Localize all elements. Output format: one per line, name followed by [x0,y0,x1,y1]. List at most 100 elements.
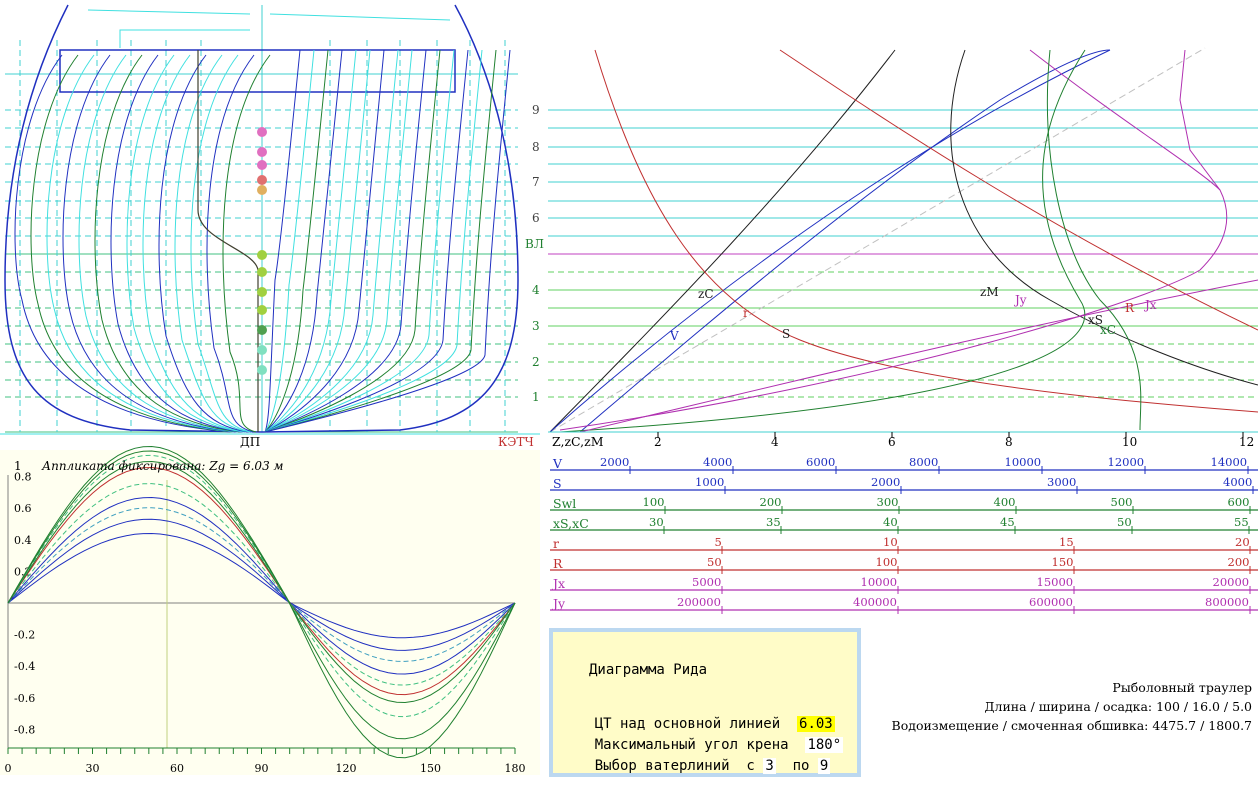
waterline-to-input[interactable]: 9 [817,758,831,774]
hull-section-left [94,54,241,433]
curve-label-r: r [743,306,749,320]
scale-tick-label: 35 [766,515,781,529]
scale-tick-label: 4000 [703,455,732,469]
wl-label: ВЛ [525,237,544,251]
hull-section-right [264,49,357,433]
scale-tick-label: 10000 [1005,455,1042,469]
scale-tick-label: 6000 [806,455,835,469]
x-tick-label: 4 [771,435,779,449]
x-tick-label: 12 [1239,435,1254,449]
scale-tick-label: 400000 [853,595,897,609]
curve-jy-magenta [579,279,1258,433]
hull-section-right [264,49,427,433]
x-tick-label: 2 [654,435,662,449]
hull-centroid-dot [257,147,267,157]
vessel-dimensions: Длина / ширина / осадка: 100 / 16.0 / 5.… [984,699,1252,714]
scale-tick-label: 200 [1228,555,1250,569]
reed-curve [7,460,516,704]
max-heel-input[interactable]: 180° [805,737,844,753]
curve-label-s: S [782,327,790,341]
reed-x-tick-label: 0 [5,762,12,775]
curve-zm-black [950,49,1258,386]
reed-x-tick-label: 60 [170,762,184,775]
hull-section-right [264,49,469,433]
reed-curve [7,496,516,675]
hull-section-left [190,54,253,433]
hull-section-right [264,49,315,433]
panel-title: Диаграмма Рида [589,662,708,678]
reed-curve [7,532,516,639]
reed-diagram: 0.80.60.40.2-0.2-0.4-0.6-0.80 30 60 90 120 15… [5,445,526,775]
vessel-info: Рыболовный траулер Длина / ширина / осад… [892,678,1252,735]
reed-x-tick-label: 30 [86,762,100,775]
scale-tick-label: 14000 [1211,455,1248,469]
wl-number: 4 [532,283,540,297]
reed-curve [7,466,516,696]
reed-y-tick-label: 0.6 [14,502,32,515]
ketch-label: КЭТЧ [498,435,534,449]
curve-label-xc: xC [1100,323,1116,337]
hull-section-right [264,49,399,433]
reed-y-tick-label: 0.8 [14,471,32,484]
scale-tick-label: 55 [1234,515,1249,529]
x-tick-label: 6 [888,435,896,449]
hull-centroid-dot [257,175,267,185]
hull-centroid-dot [257,365,267,375]
scale-tick-label: 2000 [600,455,629,469]
reed-parameters-panel: Диаграмма Рида ЦТ над основной линией 6.… [549,628,861,777]
waterline-select-label: Выбор ватерлиний с [594,758,755,774]
hull-section-right [264,49,385,433]
scale-tick-label: 150 [1052,555,1074,569]
hull-section-left [110,54,243,433]
scale-tick-label: 5000 [692,575,721,589]
scale-tick-label: 10000 [861,575,898,589]
curve-label-v: V [669,329,679,343]
hull-section-left [222,54,271,433]
wl-number: 1 [532,390,540,404]
reed-x-tick-label: 150 [420,762,441,775]
scale-tick-label: 45 [1000,515,1015,529]
scale-tick-label: 15 [1059,535,1074,549]
scale-tick-label: 100 [643,495,665,509]
waterline-from-input[interactable]: 3 [763,758,776,774]
dp-label: ДП [240,435,260,449]
scale-tick-label: 5 [715,535,722,549]
x-axis-label: Z,zC,zM [552,434,604,449]
hull-section-left [126,54,245,433]
scale-tick-label: 300 [877,495,899,509]
hull-centroid-dot [257,160,267,170]
curve-bigr-red [779,49,1258,331]
hull-section-left [14,54,231,433]
scale-tick-label: 8000 [909,455,938,469]
reed-curve [7,450,516,740]
hull-section-left [142,54,247,433]
wl-number: 6 [532,211,540,225]
hull-superstructure [87,9,451,48]
scale-name-2: Swl [553,496,576,511]
reed-x-tick-label: 180 [505,762,526,775]
hull-centroid-dot [257,267,267,277]
wl-number: 2 [532,355,540,369]
curve-xs-green [559,49,1086,433]
hull-centroid-dot [257,325,267,335]
hull-section-right [264,49,455,433]
cg-height-label: ЦТ над основной линией [594,716,781,732]
cg-height-input[interactable]: 6.03 [797,716,835,732]
reed-curve [7,518,516,651]
hull-section-right [264,49,413,433]
hull-section-right [264,49,511,433]
hull-section-left [158,54,249,433]
scale-tick-label: 200 [760,495,782,509]
scale-name-3: xS,xC [553,516,589,531]
vessel-displacement: Водоизмещение / смоченная обшивка: 4475.… [891,718,1252,733]
scale-tick-label: 3000 [1047,475,1076,489]
wl-number: 3 [532,319,540,333]
scale-tick-label: 12000 [1108,455,1145,469]
reed-y-tick-label: -0.8 [14,723,35,736]
hull-centroid-dot [257,305,267,315]
waterline-to-label: по [792,758,810,774]
curve-v-blue [549,49,1111,433]
scale-tick-label: 30 [649,515,664,529]
